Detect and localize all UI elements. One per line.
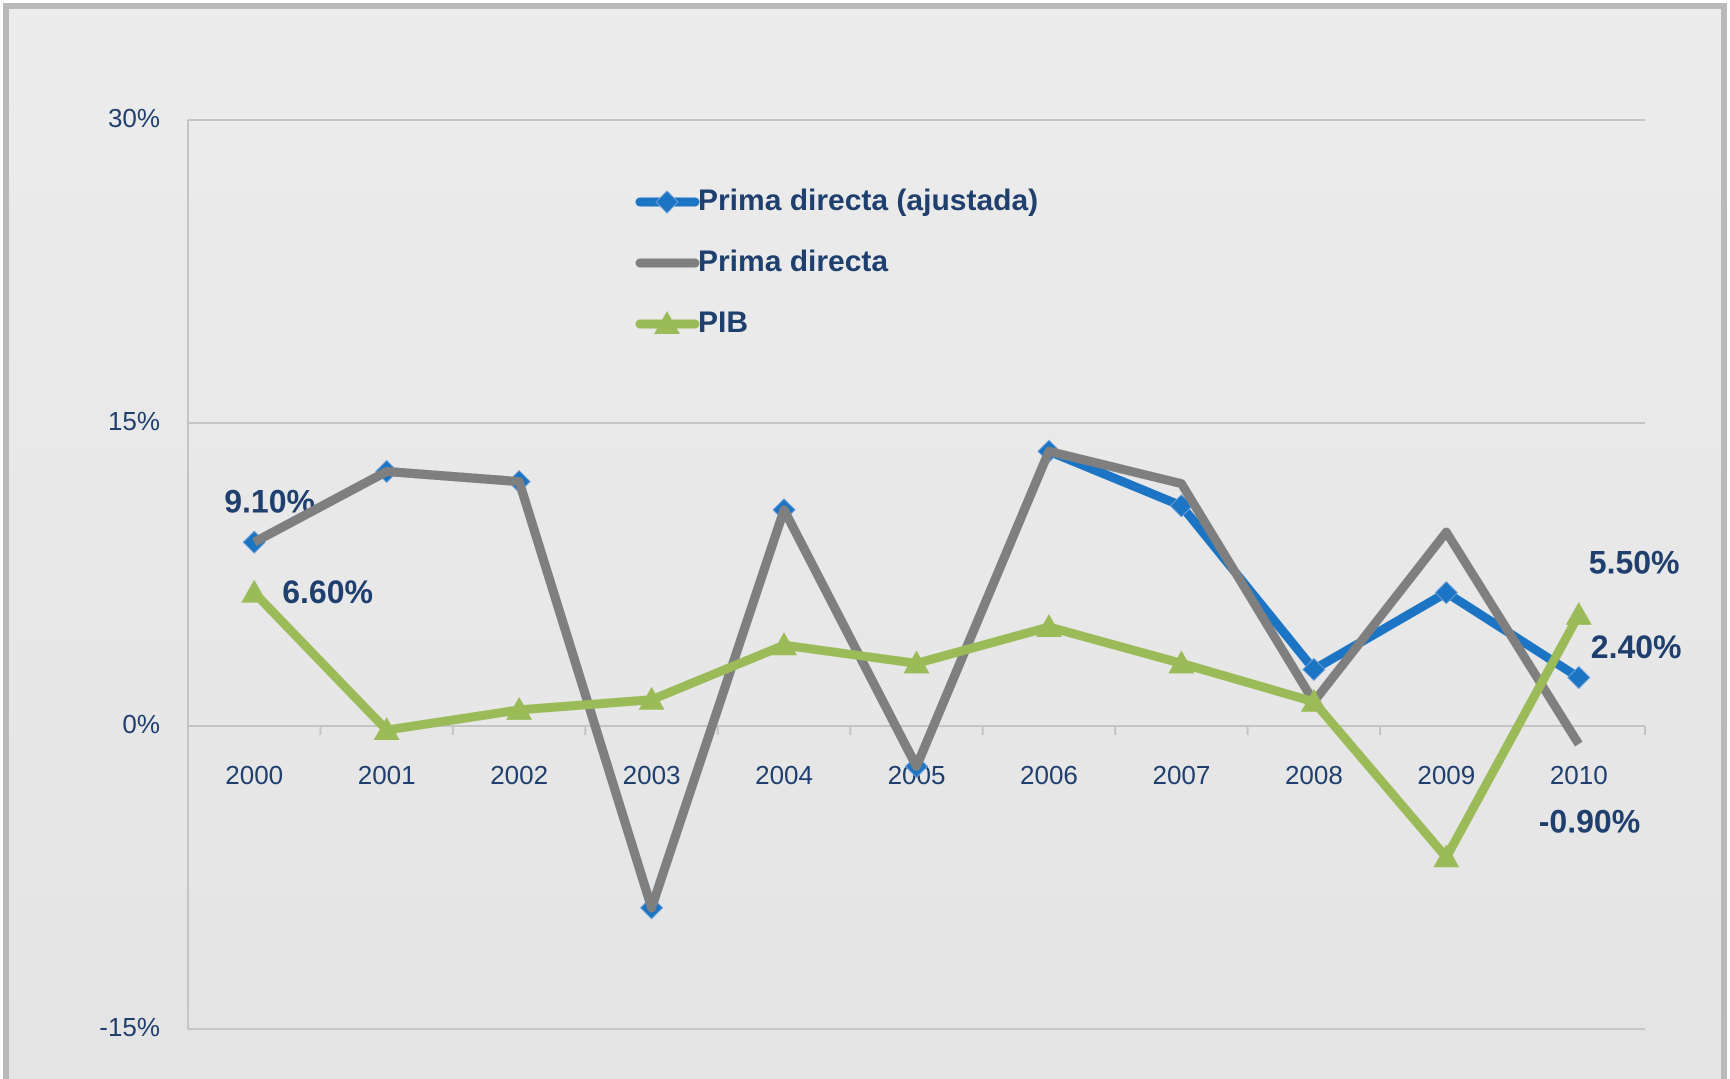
x-tick-label: 2010 — [1550, 760, 1608, 790]
marker — [373, 717, 400, 741]
legend-label: PIB — [698, 306, 748, 339]
x-tick-label: 2008 — [1285, 760, 1343, 790]
legend-label: Prima directa — [698, 245, 888, 278]
legend-marker — [655, 190, 679, 214]
legend: Prima directa (ajustada) Prima directa PIB — [635, 184, 1038, 339]
marker — [1300, 688, 1327, 712]
data-label: 2.40% — [1591, 629, 1682, 665]
marker — [506, 696, 533, 720]
x-tick-label: 2000 — [225, 760, 283, 790]
marker — [1434, 580, 1459, 605]
x-tick-label: 2007 — [1152, 760, 1210, 790]
marker — [241, 579, 268, 603]
marker — [1567, 665, 1591, 690]
marker — [1035, 614, 1062, 638]
plot-area: 9.10%2.40%-0.90%6.60%5.50% — [224, 439, 1682, 920]
y-tick-label: 15% — [108, 406, 160, 436]
marker — [1168, 650, 1195, 674]
marker — [771, 632, 798, 656]
y-tick-label: 0% — [122, 709, 160, 739]
series-line — [252, 446, 1583, 913]
marker — [638, 686, 665, 710]
legend-label: Prima directa (ajustada) — [698, 184, 1038, 217]
data-label: 5.50% — [1589, 544, 1680, 580]
marker — [903, 650, 930, 674]
marker — [1302, 657, 1326, 682]
x-tick-label: 2009 — [1417, 760, 1475, 790]
x-tick-label: 2003 — [623, 760, 681, 790]
legend-marker — [654, 311, 680, 334]
data-label: 6.60% — [282, 574, 373, 610]
x-tick-label: 2006 — [1020, 760, 1078, 790]
x-tick-label: 2002 — [490, 760, 548, 790]
x-tick-label: 2004 — [755, 760, 813, 790]
y-tick-label: -15% — [99, 1012, 160, 1042]
marker — [1565, 601, 1592, 625]
marker — [1433, 844, 1460, 868]
x-tick-label: 2001 — [358, 760, 416, 790]
y-tick-label: 30% — [108, 103, 160, 133]
data-label: -0.90% — [1539, 804, 1640, 840]
